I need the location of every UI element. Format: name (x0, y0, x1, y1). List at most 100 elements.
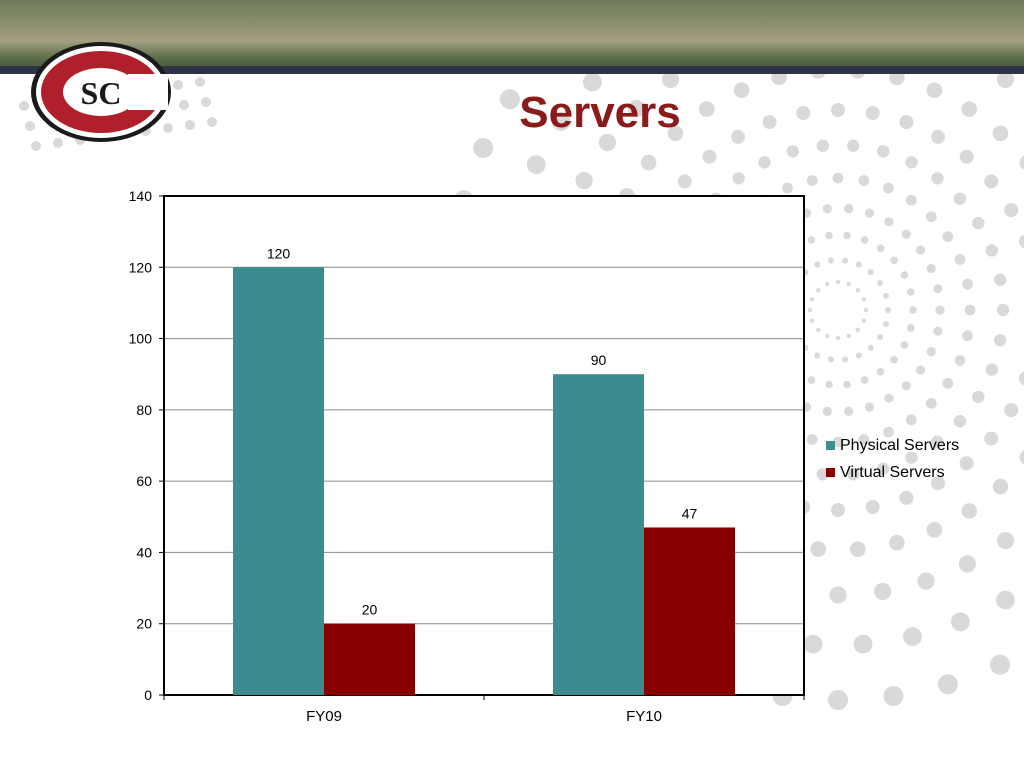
decor-dot (900, 341, 909, 349)
decor-dot (884, 217, 894, 227)
decor-dot (926, 82, 943, 98)
decor-dot (1019, 450, 1024, 465)
decor-dot (884, 393, 894, 403)
x-category-label: FY10 (626, 708, 662, 725)
decor-dot (809, 318, 815, 323)
y-tick-label: 60 (136, 473, 152, 489)
decor-dot (926, 263, 936, 274)
decor-dot (846, 281, 851, 287)
decor-dot (850, 74, 865, 79)
decor-dot (933, 326, 943, 336)
decor-dot (640, 154, 657, 171)
decor-dot (996, 303, 1010, 317)
decor-dot (867, 344, 874, 351)
legend-item: Virtual Servers (826, 459, 959, 486)
decor-dot (825, 333, 830, 339)
banner-stripe (0, 66, 1024, 74)
decor-dot (899, 115, 914, 130)
decor-dot (499, 89, 520, 110)
decor-dot (814, 261, 821, 268)
decor-dot (844, 204, 854, 214)
decor-dot (883, 426, 894, 438)
decor-dot (835, 335, 841, 341)
decor-dot (473, 138, 494, 158)
decor-dot (825, 380, 833, 389)
decor-dot (732, 172, 745, 185)
decor-dot (771, 74, 787, 86)
decor-dot (901, 229, 911, 239)
decor-dot (864, 402, 875, 412)
decor-dot (877, 280, 884, 286)
y-tick-label: 140 (129, 188, 153, 204)
decor-dot (876, 367, 885, 376)
legend-swatch (826, 468, 835, 477)
decor-dot (201, 97, 211, 107)
decor-dot (889, 74, 905, 86)
decor-dot (935, 305, 945, 315)
decor-dot (953, 192, 967, 205)
decor-dot (853, 634, 873, 654)
decor-dot (915, 245, 926, 255)
decor-dot (814, 352, 821, 359)
decor-dot (925, 397, 937, 409)
decor-dot (985, 363, 999, 376)
decor-dot (954, 355, 966, 366)
decor-dot (917, 572, 935, 590)
decor-dot (207, 117, 217, 127)
decor-dot (803, 634, 823, 654)
decor-dot (959, 456, 974, 471)
decor-dot (962, 330, 973, 342)
decor-dot (832, 172, 844, 184)
decor-dot (1018, 371, 1024, 386)
decor-dot (961, 503, 978, 519)
decor-dot (942, 231, 954, 243)
decor-dot (972, 390, 985, 404)
decor-dot (883, 182, 894, 194)
decor-dot (31, 141, 41, 151)
decor-dot (1004, 403, 1019, 417)
bar-physical-servers (233, 267, 324, 695)
bar-virtual-servers (644, 527, 735, 695)
decor-dot (860, 236, 869, 244)
decor-dot (900, 271, 909, 279)
decor-dot (827, 356, 834, 363)
decor-dot (937, 674, 958, 695)
decor-dot (864, 208, 875, 218)
decor-dot (847, 468, 860, 481)
decor-dot (843, 231, 851, 240)
decor-dot (990, 654, 1010, 675)
decor-dot (163, 123, 173, 133)
decor-dot (825, 231, 833, 240)
decor-dot (996, 590, 1015, 610)
decor-dot (964, 304, 976, 316)
decor-dot (885, 307, 891, 313)
decor-dot (806, 434, 818, 445)
y-tick-label: 0 (144, 687, 152, 703)
decor-dot (931, 476, 945, 491)
decor-dot (25, 121, 35, 131)
decor-dot (822, 204, 832, 214)
decor-dot (992, 478, 1009, 495)
decor-dot (843, 380, 851, 389)
decor-dot (890, 256, 898, 265)
decor-dot (915, 365, 926, 375)
decor-dot (810, 541, 826, 557)
decor-dot (907, 288, 915, 296)
logo-lettering: SC (81, 75, 122, 111)
decor-dot (883, 321, 889, 328)
data-label: 120 (267, 245, 291, 261)
decor-dot (758, 156, 771, 169)
decor-dot (954, 254, 966, 265)
decor-dot (627, 99, 646, 118)
decor-dot (931, 172, 944, 185)
decor-dot (698, 101, 715, 117)
decor-dot (867, 269, 874, 276)
decor-dot (661, 74, 680, 88)
decor-dot (855, 288, 860, 293)
legend-label: Physical Servers (840, 436, 960, 454)
decor-dot (890, 355, 898, 364)
decor-dot (926, 346, 936, 357)
legend-swatch (826, 441, 835, 450)
x-category-label: FY09 (306, 708, 342, 725)
decor-dot (829, 586, 847, 604)
